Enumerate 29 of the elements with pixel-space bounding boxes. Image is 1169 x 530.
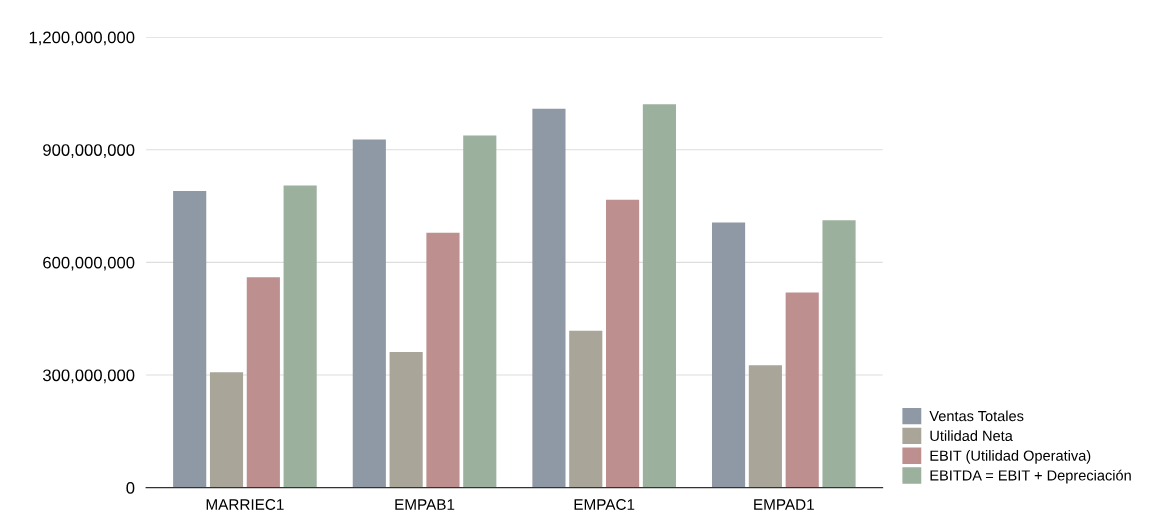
bar bbox=[246, 277, 280, 488]
y-tick-label: 900,000,000 bbox=[43, 144, 135, 158]
bar bbox=[532, 108, 566, 488]
bar bbox=[785, 292, 819, 488]
y-tick-label: 300,000,000 bbox=[42, 369, 135, 384]
legend-label: Utilidad Neta bbox=[930, 430, 1013, 442]
bar bbox=[283, 185, 317, 488]
x-tick-label: MARRIEC1 bbox=[206, 499, 284, 510]
bar bbox=[426, 232, 460, 488]
y-tick-label: 600,000,000 bbox=[43, 256, 135, 271]
legend-label: EBIT (Utilidad Operativa) bbox=[930, 450, 1091, 464]
y-tick-label: 0 bbox=[126, 482, 135, 494]
y-tick-label: 1,200,000,000 bbox=[29, 31, 135, 46]
bar bbox=[711, 222, 746, 488]
bar bbox=[389, 352, 423, 488]
bar bbox=[352, 139, 386, 488]
bar bbox=[748, 365, 782, 488]
x-tick-label: EMPAB1 bbox=[395, 499, 455, 510]
x-tick-label: EMPAC1 bbox=[574, 499, 635, 510]
legend-label: EBITDA = EBIT + Depreciación bbox=[930, 469, 1131, 484]
legend-label: Ventas Totales bbox=[929, 410, 1024, 422]
bar bbox=[569, 330, 603, 488]
bar bbox=[822, 220, 856, 488]
bar bbox=[642, 104, 676, 488]
bar bbox=[463, 135, 497, 488]
bar bbox=[606, 199, 640, 488]
bar bbox=[209, 372, 244, 488]
bar bbox=[173, 191, 207, 488]
x-tick-label: EMPAD1 bbox=[754, 499, 814, 510]
